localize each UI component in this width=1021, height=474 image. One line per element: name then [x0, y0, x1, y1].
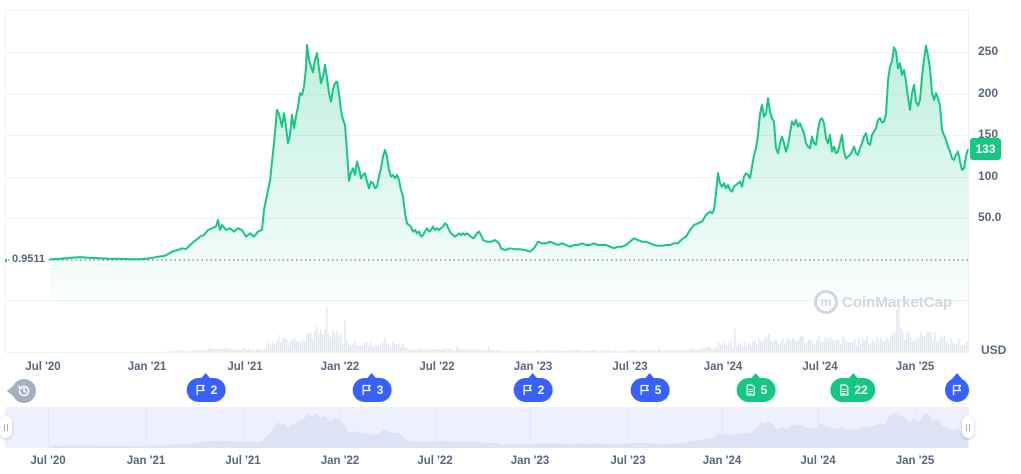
navigator-left-handle[interactable] — [0, 416, 12, 438]
navigator-axis-label: Jul '24 — [800, 455, 836, 467]
x-axis-label: Jul '24 — [802, 361, 838, 373]
flag-icon — [362, 384, 371, 395]
flag-icon — [640, 384, 649, 395]
navigator-axis-label: Jan '25 — [895, 455, 935, 467]
news-marker[interactable]: 5 — [736, 378, 776, 402]
flag-icon — [952, 384, 962, 395]
navigator-axis-label: Jan '21 — [126, 455, 166, 467]
start-price-label: 0.9511 — [12, 253, 49, 265]
x-axis-label: Jul '21 — [227, 361, 263, 373]
coinmarketcap-logo-icon: m — [814, 290, 838, 314]
x-axis-label: Jul '20 — [25, 361, 61, 373]
start-marker — [5, 259, 7, 262]
y-axis-label: 100 — [978, 169, 999, 183]
x-axis-label: Jan '25 — [895, 361, 935, 373]
document-icon — [746, 384, 755, 396]
event-flag-marker[interactable]: 2 — [513, 378, 553, 402]
current-price-badge: 133 — [970, 138, 1001, 160]
navigator-axis-label: Jul '22 — [417, 455, 453, 467]
flag-icon — [196, 384, 205, 395]
y-axis-label: 250 — [978, 44, 999, 58]
marker-count: 5 — [760, 383, 768, 397]
navigator-axis-label: Jul '20 — [30, 455, 66, 467]
marker-count: 22 — [854, 383, 868, 397]
price-line — [49, 43, 969, 261]
price-area — [50, 44, 968, 300]
history-button[interactable] — [12, 379, 36, 403]
event-flag-marker[interactable] — [945, 378, 969, 402]
news-marker[interactable]: 22 — [830, 378, 876, 402]
navigator-axis-label: Jul '21 — [225, 455, 261, 467]
event-flag-marker[interactable]: 3 — [352, 378, 392, 402]
volume-bars — [166, 307, 968, 352]
marker-count: 2 — [210, 383, 218, 397]
navigator-right-handle[interactable] — [962, 416, 974, 438]
event-flag-marker[interactable]: 2 — [186, 378, 226, 402]
marker-count: 2 — [537, 383, 545, 397]
navigator-axis-label: Jan '24 — [702, 455, 742, 467]
navigator-axis-label: Jan '22 — [320, 455, 360, 467]
watermark-text: CoinMarketCap — [842, 293, 953, 311]
x-axis-label: Jul '22 — [419, 361, 455, 373]
x-axis-label: Jan '24 — [703, 361, 743, 373]
watermark: m CoinMarketCap — [814, 290, 952, 314]
x-axis-label: Jan '21 — [127, 361, 167, 373]
currency-label: USD — [981, 343, 1007, 357]
current-price-value: 133 — [975, 142, 996, 156]
history-icon — [18, 385, 30, 397]
document-icon — [840, 384, 849, 396]
marker-count: 5 — [654, 383, 662, 397]
grid-lines — [5, 10, 969, 353]
event-flag-marker[interactable]: 5 — [630, 378, 670, 402]
y-axis-label: 50.0 — [978, 210, 1002, 224]
navigator-axis-label: Jan '23 — [510, 455, 550, 467]
flag-icon — [523, 384, 532, 395]
x-axis-label: Jul '23 — [612, 361, 648, 373]
x-axis-label: Jan '22 — [320, 361, 360, 373]
x-axis-label: Jan '23 — [513, 361, 553, 373]
marker-count: 3 — [376, 383, 384, 397]
navigator-axis-label: Jul '23 — [610, 455, 646, 467]
y-axis-label: 200 — [978, 86, 999, 100]
y-axis-label: 150 — [978, 127, 999, 141]
range-navigator[interactable] — [5, 407, 969, 448]
